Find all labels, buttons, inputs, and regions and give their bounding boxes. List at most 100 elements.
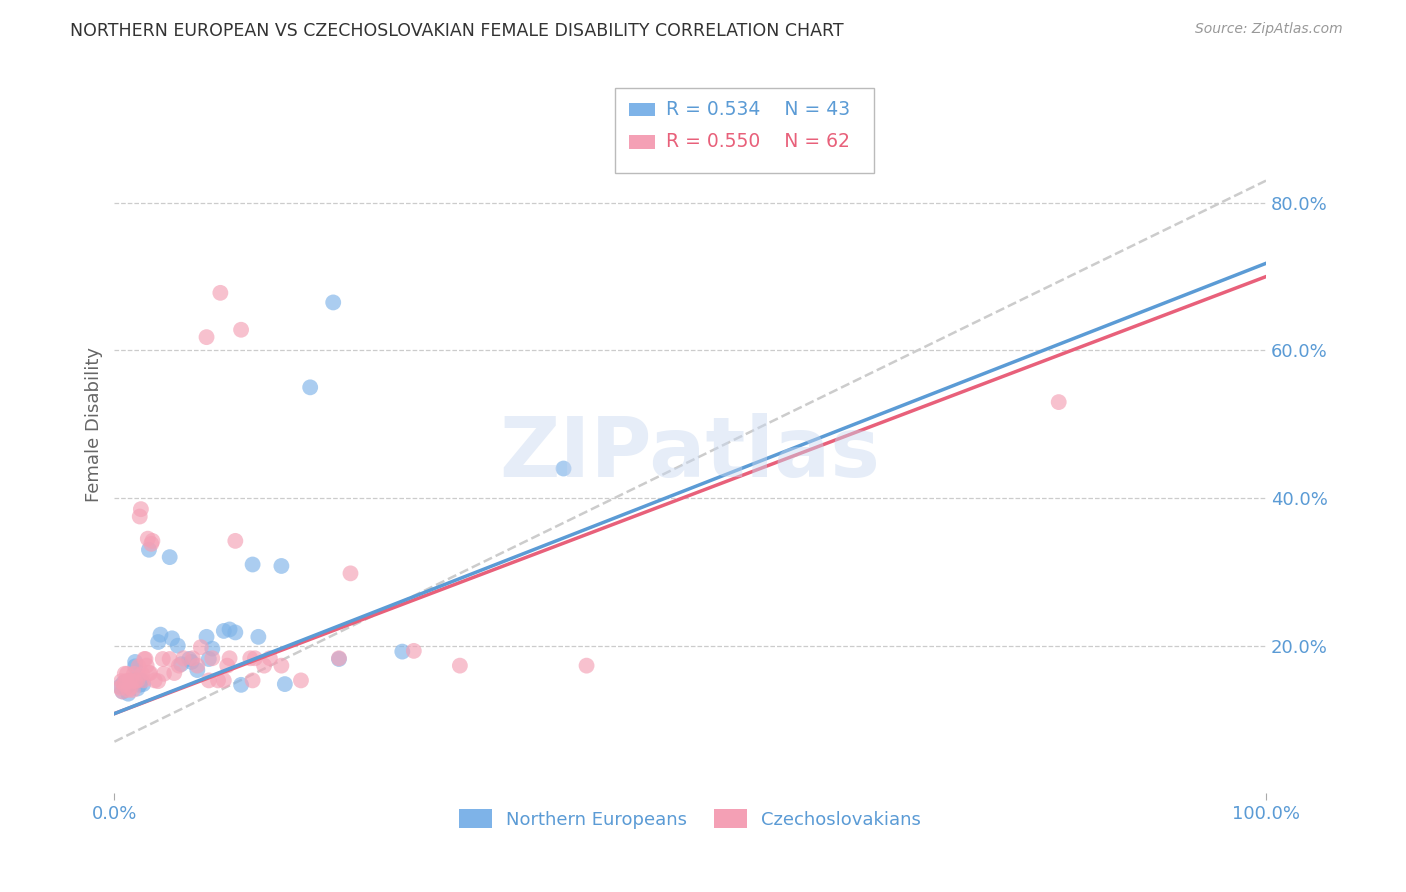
Point [121,674,143,689]
Point [391,645,413,659]
Point [149,627,172,641]
Point [402,644,425,658]
Point [180,655,202,669]
Point [132,677,155,691]
FancyBboxPatch shape [616,88,875,173]
Point [112,677,135,691]
Point [125,673,148,688]
Point [121,674,143,689]
Point [209,285,232,300]
Point [186,658,208,673]
Point [143,673,166,688]
Point [121,673,143,688]
Point [328,651,350,665]
Point [163,666,186,681]
Point [146,674,169,689]
Point [141,537,163,551]
Point [124,659,146,673]
Point [120,681,142,695]
Point [166,639,188,653]
Text: Source: ZipAtlas.com: Source: ZipAtlas.com [1195,22,1343,37]
Point [167,658,190,673]
Point [122,666,145,681]
Point [127,681,149,696]
Point [207,673,229,688]
Point [129,673,152,688]
Point [259,651,281,665]
Point [153,666,176,681]
Point [201,651,224,665]
Point [128,509,150,524]
Point [322,295,344,310]
Point [118,677,141,691]
Point [114,666,136,681]
Point [253,658,276,673]
Point [299,380,322,394]
Point [111,684,134,698]
Point [212,673,235,688]
Point [128,678,150,692]
Point [128,659,150,673]
Bar [628,103,655,117]
Point [136,532,159,546]
Text: R = 0.550    N = 62: R = 0.550 N = 62 [666,132,849,151]
Text: ZIPatlas: ZIPatlas [499,413,880,494]
Point [218,651,240,665]
Point [134,652,156,666]
Point [181,651,204,665]
Point [127,673,149,688]
Text: R = 0.534    N = 43: R = 0.534 N = 43 [666,100,851,119]
Point [179,652,201,666]
Legend: Northern Europeans, Czechoslovakians: Northern Europeans, Czechoslovakians [453,802,928,836]
Point [229,678,252,692]
Point [108,679,131,693]
Point [117,683,139,698]
Point [243,651,266,665]
Bar [628,135,655,149]
Point [129,502,152,516]
Point [553,461,575,475]
Point [124,655,146,669]
Point [224,625,246,640]
Point [247,630,270,644]
Point [170,657,193,672]
Y-axis label: Female Disability: Female Disability [86,347,103,501]
Point [134,652,156,666]
Point [108,681,131,695]
Point [1047,395,1070,409]
Point [195,630,218,644]
Text: NORTHERN EUROPEAN VS CZECHOSLOVAKIAN FEMALE DISABILITY CORRELATION CHART: NORTHERN EUROPEAN VS CZECHOSLOVAKIAN FEM… [70,22,844,40]
Point [575,658,598,673]
Point [339,566,361,581]
Point [111,684,134,698]
Point [138,666,160,681]
Point [131,666,153,681]
Point [449,658,471,673]
Point [328,652,350,666]
Point [198,652,221,666]
Point [224,533,246,548]
Point [124,674,146,689]
Point [160,632,183,646]
Point [117,687,139,701]
Point [198,673,221,688]
Point [115,666,138,681]
Point [110,674,132,689]
Point [146,635,169,649]
Point [115,681,138,695]
Point [115,675,138,690]
Point [118,673,141,688]
Point [115,674,138,689]
Point [229,323,252,337]
Point [112,675,135,690]
Point [274,677,297,691]
Point [138,542,160,557]
Point [139,666,162,681]
Point [218,623,240,637]
Point [135,658,157,673]
Point [114,677,136,691]
Point [212,624,235,638]
Point [141,533,163,548]
Point [290,673,312,688]
Point [186,663,208,677]
